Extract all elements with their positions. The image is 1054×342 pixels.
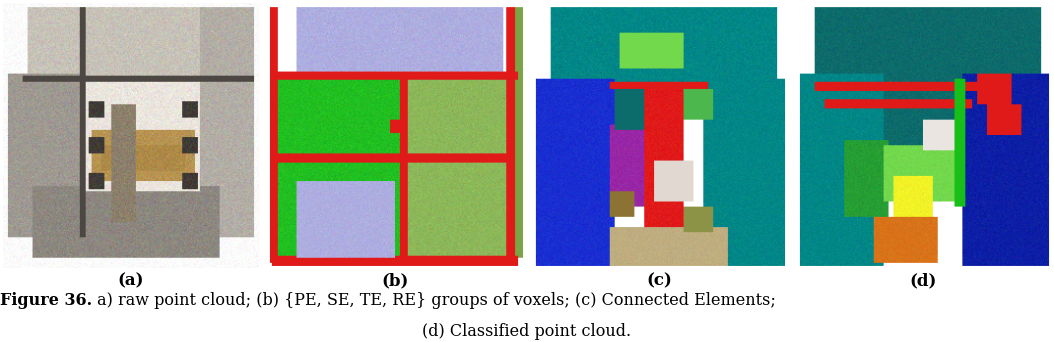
Text: (b): (b): [382, 272, 409, 289]
Text: (c): (c): [646, 272, 672, 289]
Text: (d) Classified point cloud.: (d) Classified point cloud.: [423, 323, 631, 340]
Text: (a): (a): [118, 272, 144, 289]
Text: (d): (d): [910, 272, 937, 289]
Text: a) raw point cloud; (b) {PE, SE, TE, RE} groups of voxels; (c) Connected Element: a) raw point cloud; (b) {PE, SE, TE, RE}…: [92, 292, 776, 310]
Text: Figure 36.: Figure 36.: [0, 292, 92, 310]
